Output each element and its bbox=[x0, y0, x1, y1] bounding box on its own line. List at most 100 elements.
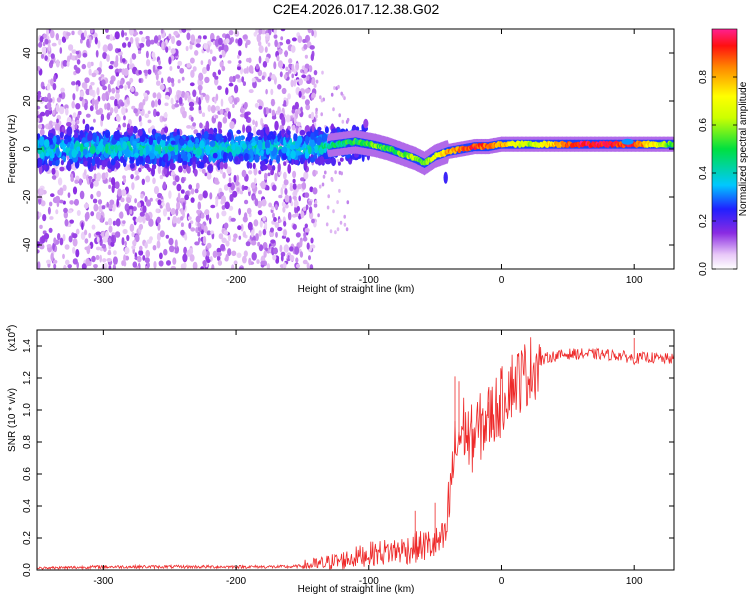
noise-blob bbox=[262, 216, 266, 222]
band-blob bbox=[156, 153, 160, 159]
noise-blob bbox=[301, 182, 307, 190]
band-blob bbox=[208, 154, 213, 163]
noise-blob bbox=[256, 99, 263, 104]
noise-blob bbox=[180, 222, 184, 227]
band-blob bbox=[142, 148, 147, 156]
noise-blob bbox=[126, 197, 132, 204]
ridge-bump bbox=[621, 138, 634, 145]
noise-blob bbox=[138, 78, 142, 83]
noise-blob bbox=[214, 180, 220, 185]
noise-blob bbox=[291, 37, 297, 42]
noise-blob bbox=[120, 197, 125, 203]
noise-blob bbox=[194, 50, 199, 56]
noise-blob bbox=[198, 193, 204, 201]
noise-blob bbox=[146, 59, 151, 67]
band-blob bbox=[331, 128, 338, 134]
noise-blob bbox=[338, 113, 342, 118]
noise-blob bbox=[308, 65, 313, 73]
band-blob bbox=[101, 160, 108, 168]
noise-blob bbox=[283, 229, 287, 237]
band-blob bbox=[151, 166, 155, 177]
noise-blob bbox=[237, 225, 242, 231]
band-blob bbox=[274, 120, 279, 131]
band-blob bbox=[219, 133, 223, 141]
noise-blob bbox=[173, 245, 180, 254]
noise-blob bbox=[122, 220, 126, 225]
band-blob bbox=[295, 150, 300, 156]
noise-blob bbox=[84, 229, 88, 236]
noise-blob bbox=[99, 254, 102, 263]
noise-blob bbox=[72, 112, 77, 119]
noise-blob bbox=[303, 43, 308, 50]
noise-blob bbox=[207, 104, 212, 112]
band-blob bbox=[43, 139, 50, 148]
noise-blob bbox=[82, 118, 86, 125]
noise-blob bbox=[273, 217, 277, 222]
noise-blob bbox=[93, 264, 98, 269]
noise-blob bbox=[131, 231, 135, 238]
noise-blob bbox=[332, 209, 335, 214]
noise-blob bbox=[182, 253, 188, 263]
band-blob bbox=[122, 141, 128, 150]
noise-blob bbox=[306, 79, 312, 85]
noise-blob bbox=[195, 182, 200, 190]
noise-blob bbox=[299, 239, 303, 248]
noise-blob bbox=[284, 194, 290, 203]
noise-blob bbox=[162, 181, 167, 190]
band-blob bbox=[326, 159, 333, 164]
noise-blob bbox=[258, 230, 262, 237]
band-blob bbox=[89, 126, 94, 131]
noise-blob bbox=[180, 208, 184, 215]
noise-blob bbox=[137, 255, 142, 263]
noise-blob bbox=[63, 207, 68, 213]
noise-blob bbox=[248, 170, 253, 175]
noise-blob bbox=[47, 92, 51, 100]
noise-blob bbox=[42, 85, 46, 90]
noise-blob bbox=[139, 30, 143, 35]
noise-blob bbox=[331, 178, 334, 182]
noise-blob bbox=[157, 34, 162, 41]
noise-blob bbox=[160, 77, 164, 84]
noise-blob bbox=[108, 225, 113, 233]
noise-blob bbox=[51, 42, 57, 47]
noise-blob bbox=[206, 230, 212, 236]
noise-blob bbox=[48, 125, 51, 130]
noise-blob bbox=[225, 107, 230, 112]
noise-blob bbox=[227, 111, 231, 120]
noise-blob bbox=[292, 223, 297, 230]
noise-blob bbox=[200, 212, 205, 219]
y-tick-label: 40 bbox=[22, 47, 33, 59]
noise-blob bbox=[204, 76, 210, 84]
noise-blob bbox=[288, 58, 293, 64]
noise-blob bbox=[219, 54, 223, 59]
noise-blob bbox=[258, 55, 262, 64]
spectrogram-x-ticks: -300 -200 -100 0 100 bbox=[93, 29, 643, 286]
band-blob bbox=[59, 131, 64, 139]
noise-blob bbox=[251, 251, 257, 261]
noise-blob bbox=[306, 262, 310, 269]
noise-blob bbox=[38, 41, 43, 48]
noise-blob bbox=[280, 187, 284, 196]
noise-blob bbox=[221, 49, 226, 58]
noise-blob bbox=[239, 190, 244, 195]
band-blob bbox=[276, 155, 281, 164]
band-blob bbox=[145, 156, 151, 164]
noise-blob bbox=[76, 210, 81, 216]
band-blob bbox=[105, 143, 109, 154]
noise-blob bbox=[84, 238, 89, 244]
band-blob bbox=[92, 134, 98, 142]
noise-blob bbox=[243, 185, 249, 190]
noise-blob bbox=[243, 212, 248, 220]
noise-blob bbox=[119, 54, 123, 64]
noise-blob bbox=[302, 39, 307, 43]
noise-blob bbox=[115, 92, 120, 100]
noise-blob bbox=[333, 86, 336, 90]
noise-blob bbox=[210, 105, 216, 114]
noise-blob bbox=[65, 107, 69, 116]
noise-blob bbox=[195, 227, 199, 233]
noise-blob bbox=[174, 239, 178, 248]
noise-blob bbox=[160, 29, 164, 34]
noise-blob bbox=[247, 221, 253, 231]
band-blob bbox=[107, 160, 112, 168]
noise-blob bbox=[93, 203, 99, 212]
